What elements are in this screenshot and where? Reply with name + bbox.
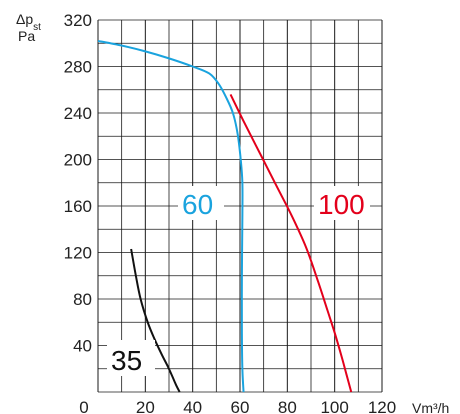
y-axis-unit-symbol: Δpst [16, 11, 41, 33]
y-tick-label: 40 [73, 337, 92, 356]
x-tick-labels: 0 20 40 60 80 100 120 [79, 398, 396, 414]
y-tick-label: 280 [64, 58, 92, 77]
x-tick-label: 120 [368, 398, 396, 414]
x-tick-label: 100 [320, 398, 348, 414]
series-lines [97, 39, 353, 393]
series-label-background [314, 186, 370, 220]
series-labels: 35 60 100 [107, 186, 370, 376]
series-line-35 [130, 248, 181, 393]
series-line-60 [97, 39, 245, 393]
series-line-100 [229, 93, 353, 393]
y-tick-label: 120 [64, 244, 92, 263]
y-tick-label: 200 [64, 151, 92, 170]
x-tick-label: 40 [183, 398, 202, 414]
y-tick-label: 80 [73, 290, 92, 309]
y-tick-label: 160 [64, 197, 92, 216]
x-tick-label: 60 [231, 398, 250, 414]
y-axis-unit: Pa [18, 28, 35, 44]
y-tick-label: 240 [64, 104, 92, 123]
x-tick-label: 0 [79, 398, 88, 414]
y-tick-labels: 40 80 120 160 200 240 280 320 [64, 11, 92, 356]
series-label-100: 100 [318, 189, 365, 220]
y-tick-label: 320 [64, 11, 92, 30]
series-label-60: 60 [182, 189, 213, 220]
series-label-35: 35 [111, 345, 142, 376]
x-tick-label: 80 [278, 398, 297, 414]
x-axis-unit: Vm³/h [412, 400, 449, 414]
series-label-background [178, 186, 224, 220]
series-label-background [107, 340, 155, 376]
x-tick-label: 20 [136, 398, 155, 414]
